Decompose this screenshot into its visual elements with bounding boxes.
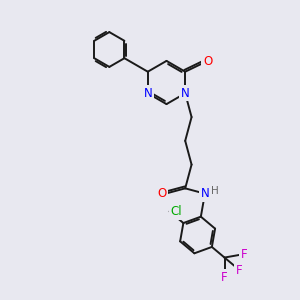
- Text: N: N: [143, 87, 152, 100]
- Text: H: H: [211, 186, 218, 196]
- Text: F: F: [240, 248, 247, 261]
- Text: F: F: [221, 271, 228, 284]
- Text: O: O: [203, 55, 212, 68]
- Text: N: N: [181, 87, 190, 100]
- Text: N: N: [200, 187, 209, 200]
- Text: Cl: Cl: [170, 205, 182, 218]
- Text: F: F: [236, 264, 243, 277]
- Text: O: O: [157, 187, 167, 200]
